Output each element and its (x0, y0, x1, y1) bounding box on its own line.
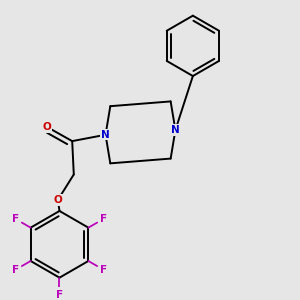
Text: F: F (12, 265, 19, 275)
Text: N: N (101, 130, 110, 140)
Text: O: O (42, 122, 51, 132)
Text: N: N (171, 125, 180, 135)
Text: F: F (56, 290, 63, 300)
Text: F: F (100, 214, 107, 224)
Text: F: F (12, 214, 19, 224)
Text: F: F (100, 265, 107, 275)
Text: O: O (53, 195, 62, 205)
